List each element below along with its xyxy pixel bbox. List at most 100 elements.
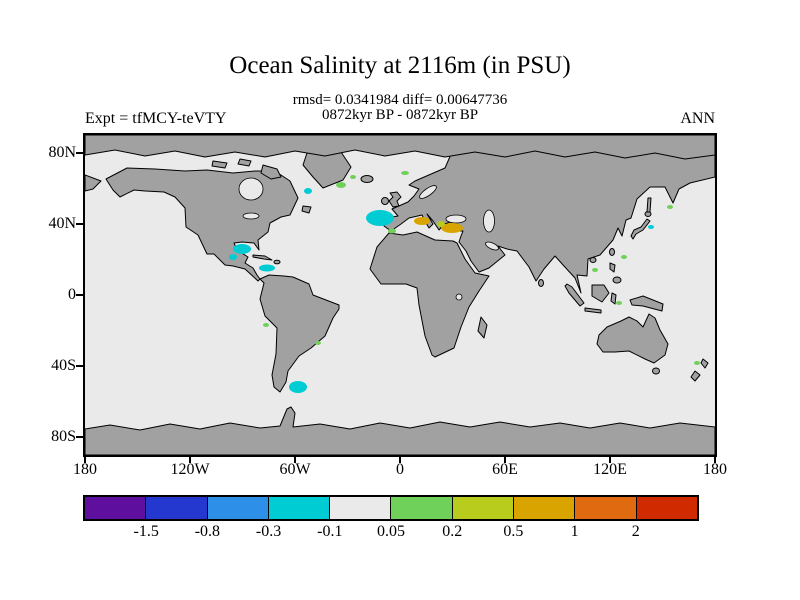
anomaly-patch [667, 205, 673, 209]
y-tick-label: 80S [51, 428, 76, 446]
colorbar-tick-label: 0.05 [377, 523, 405, 540]
x-tick-mark [84, 457, 86, 463]
colorbar-tick-label: 1 [570, 523, 579, 540]
y-tick-label: 80N [48, 143, 76, 161]
island-borneo [591, 284, 610, 303]
colorbar-segment [146, 497, 208, 519]
y-tick-label: 40N [48, 214, 76, 232]
anomaly-patch [401, 171, 409, 175]
continent-africa [369, 231, 490, 358]
colorbar-segment [85, 497, 147, 519]
island-hainan [589, 257, 597, 263]
colorbar-tick-label: 0.5 [503, 523, 524, 540]
stats-line: rmsd= 0.0341984 diff= 0.00647736 [292, 92, 508, 108]
continent-antarctica [85, 406, 715, 455]
x-tick-mark [189, 457, 191, 463]
inland-seas [238, 177, 499, 301]
island-java [584, 307, 602, 314]
anomaly-patch [366, 210, 394, 226]
island-tasmania [652, 367, 660, 375]
anomaly-patch [592, 268, 598, 272]
anomaly-patch [229, 254, 237, 260]
colorbar-segment [452, 497, 515, 519]
island-iceland [360, 175, 374, 183]
great-lakes [242, 212, 260, 220]
persian-gulf [485, 241, 499, 251]
x-tick-label: 120E [593, 461, 627, 478]
continent-north-america [105, 167, 299, 282]
hudson-bay [238, 177, 264, 201]
anomaly-patch [315, 341, 321, 345]
anomaly-patch [414, 217, 430, 225]
season-label: ANN [680, 110, 715, 127]
island-luzon [609, 262, 616, 273]
x-tick-mark [399, 457, 401, 463]
x-tick-label: 180 [703, 461, 727, 478]
island-hispaniola [273, 259, 281, 265]
experiment-label: Expt = tfMCY-teVTY [85, 110, 227, 127]
island-new-guinea [629, 295, 664, 312]
arctic-islands-east [237, 158, 252, 167]
colorbar [83, 495, 699, 521]
world-map [83, 133, 717, 457]
anomaly-patch [289, 381, 307, 393]
colorbar-tick-label: 2 [631, 523, 640, 540]
island-ireland [381, 197, 389, 205]
x-tick-label: 180 [73, 461, 97, 478]
x-tick-mark [609, 457, 611, 463]
anomaly-patch [388, 228, 396, 234]
map-canvas [85, 135, 715, 455]
colorbar-labels: -1.5 -0.8 -0.3 -0.1 0.05 0.2 0.5 1 2 [85, 523, 697, 543]
anomaly-patch [621, 255, 627, 259]
arctic-band [85, 135, 715, 160]
colorbar-tick-label: 0.2 [442, 523, 463, 540]
anomaly-patch [233, 244, 251, 254]
arctic-islands-west [211, 160, 228, 169]
island-sri-lanka [538, 279, 544, 287]
colorbar-segment [575, 497, 637, 519]
colorbar-segment [268, 497, 331, 519]
continent-australia [596, 313, 669, 364]
y-tick-label: 0 [68, 286, 76, 303]
baltic-sea [419, 185, 437, 199]
plot-title: Ocean Salinity at 2116m (in PSU) [229, 52, 571, 79]
anomaly-patch [263, 323, 269, 327]
anomaly-patch [694, 361, 700, 365]
caspian-sea [483, 209, 495, 233]
island-new-zealand-south [690, 370, 701, 382]
x-tick-mark [714, 457, 716, 463]
colorbar-segment [391, 497, 453, 519]
colorbar-tick-label: -0.8 [194, 523, 221, 540]
island-great-britain [388, 191, 402, 208]
colorbar-segment [330, 497, 392, 519]
anomaly-patch [441, 223, 463, 233]
colorbar-segment [514, 497, 576, 519]
x-tick-label: 60E [492, 461, 518, 478]
island-cuba [252, 254, 273, 261]
anomaly-patch [616, 301, 622, 305]
anomaly-patch [336, 182, 346, 188]
island-mindanao [612, 276, 622, 284]
anomaly-patch [304, 188, 312, 194]
island-greenland [302, 145, 352, 189]
colorbar-tick-label: -0.1 [317, 523, 343, 540]
period-line: 0872kyr BP - 0872kyr BP [321, 107, 479, 123]
y-tick-mark [76, 222, 83, 225]
island-japan-honshu [630, 218, 651, 240]
y-tick-mark [76, 294, 83, 296]
island-sakhalin [646, 197, 652, 213]
x-tick-mark [504, 457, 506, 463]
colorbar-segment [636, 497, 697, 519]
continents [85, 135, 715, 455]
y-tick-mark [76, 365, 83, 368]
island-sulawesi [610, 292, 617, 305]
x-tick-label: 120W [170, 461, 210, 478]
x-tick-label: 0 [396, 461, 404, 478]
y-tick-label: 40S [51, 357, 76, 375]
y-tick-mark [76, 436, 83, 439]
island-baffin [260, 164, 282, 180]
x-tick-label: 60W [279, 461, 311, 478]
anomaly-patch [350, 175, 356, 179]
x-tick-mark [294, 457, 296, 463]
